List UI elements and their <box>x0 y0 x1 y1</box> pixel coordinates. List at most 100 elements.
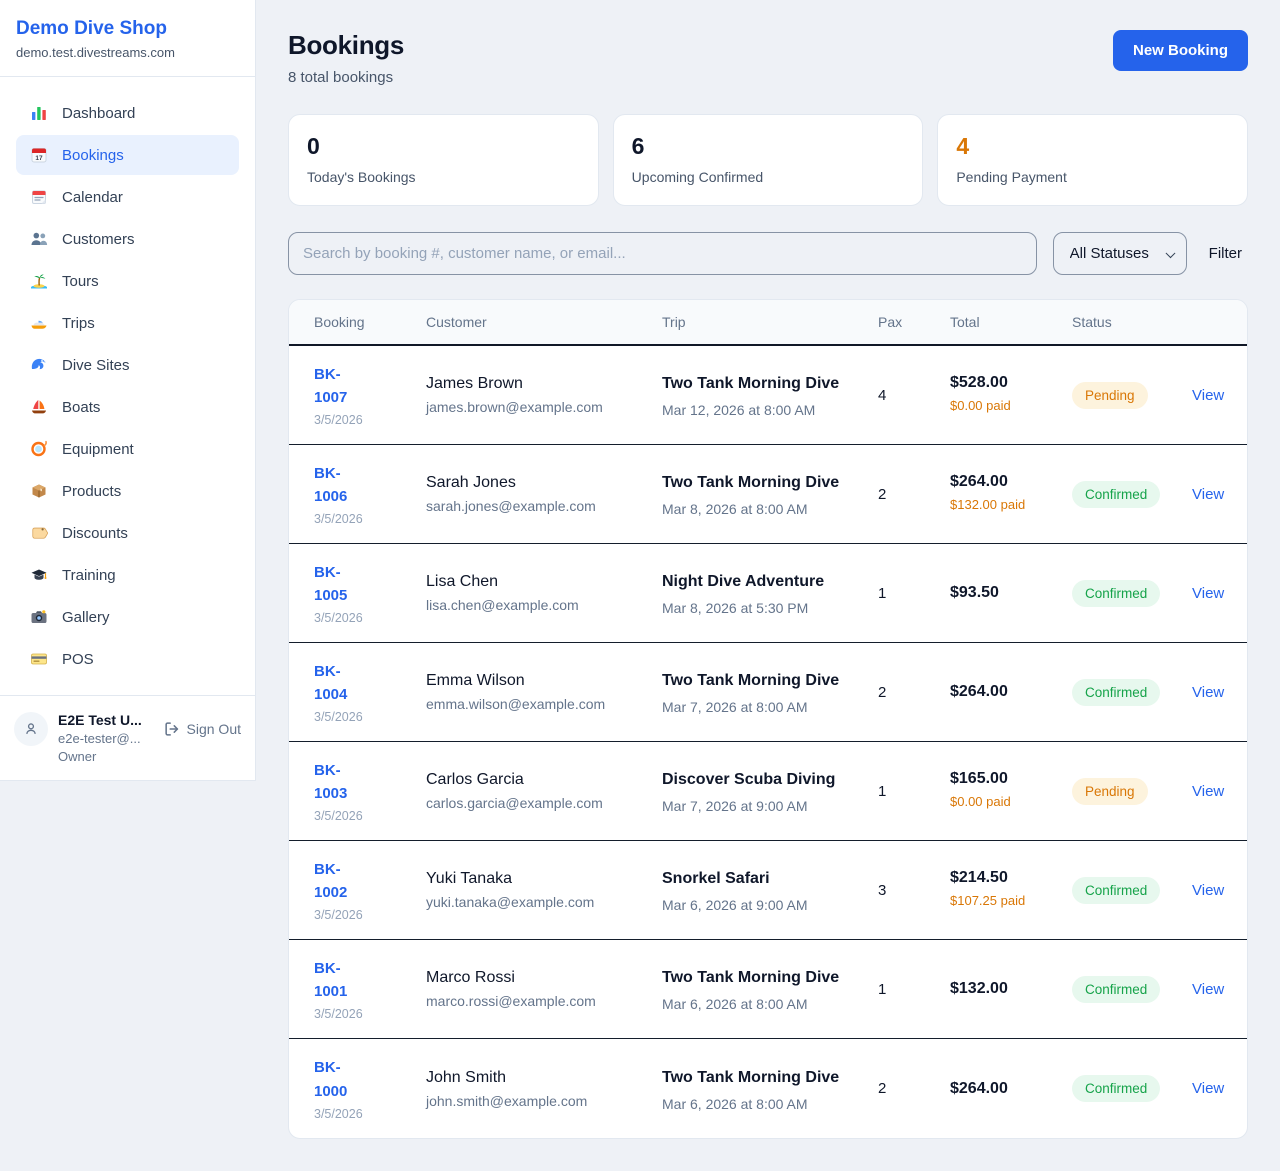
view-link[interactable]: View <box>1192 881 1225 899</box>
sidebar-item-dive-sites[interactable]: Dive Sites <box>16 345 239 385</box>
booking-date: 3/5/2026 <box>314 1007 363 1022</box>
trip-datetime: Mar 7, 2026 at 8:00 AM <box>662 699 808 715</box>
customer-email: marco.rossi@example.com <box>426 993 596 1009</box>
customer-name: Yuki Tanaka <box>426 870 512 887</box>
customer-name: Emma Wilson <box>426 672 525 689</box>
column-header-status: Status <box>1072 314 1112 330</box>
avatar <box>14 712 48 746</box>
view-link[interactable]: View <box>1192 782 1225 800</box>
booking-id-link[interactable]: BK-1004 <box>314 662 348 703</box>
sidebar-item-label: Discounts <box>62 524 128 542</box>
search-input[interactable] <box>288 232 1037 275</box>
stat-label: Upcoming Confirmed <box>631 169 764 185</box>
customer-email: john.smith@example.com <box>426 1092 588 1109</box>
sidebar-item-boats[interactable]: Boats <box>16 387 239 427</box>
camera-icon <box>30 608 48 626</box>
total-cell: $264.00 <box>950 683 1072 701</box>
customer-email: james.brown@example.com <box>426 399 603 415</box>
trip-datetime: Mar 8, 2026 at 5:30 PM <box>662 600 809 616</box>
sidebar-item-equipment[interactable]: Equipment <box>16 429 239 469</box>
total-cell: $264.00 <box>950 1080 1072 1098</box>
booking-id-link[interactable]: BK-1007 <box>314 365 348 406</box>
trip-cell: Snorkel Safari Mar 6, 2026 at 9:00 AM <box>662 867 878 913</box>
filter-button[interactable]: Filter <box>1208 245 1242 262</box>
sidebar-item-trips[interactable]: Trips <box>16 303 239 343</box>
speedboat-icon <box>30 314 48 332</box>
booking-id-link[interactable]: BK-1001 <box>314 959 348 1000</box>
booking-cell: BK-1007 3/5/2026 <box>314 363 426 428</box>
sidebar-item-gallery[interactable]: Gallery <box>16 597 239 637</box>
sidebar-item-label: POS <box>62 650 94 668</box>
sidebar: Demo Dive Shop demo.test.divestreams.com… <box>0 0 256 781</box>
total-amount: $93.50 <box>950 584 999 601</box>
customer-cell: Sarah Jones sarah.jones@example.com <box>426 474 662 514</box>
sidebar-item-products[interactable]: Products <box>16 471 239 511</box>
pax-value: 4 <box>878 386 887 404</box>
sailboat-icon <box>30 398 48 416</box>
booking-date: 3/5/2026 <box>314 710 363 725</box>
customer-cell: Yuki Tanaka yuki.tanaka@example.com <box>426 870 662 910</box>
table-row-bk-1004: BK-1004 3/5/2026 Emma Wilson emma.wilson@ex… <box>289 643 1247 742</box>
sidebar-item-calendar[interactable]: Calendar <box>16 177 239 217</box>
action-cell: View <box>1192 783 1224 800</box>
sidebar-item-label: Dashboard <box>62 104 136 122</box>
view-link[interactable]: View <box>1192 386 1225 404</box>
booking-cell: BK-1003 3/5/2026 <box>314 759 426 824</box>
view-link[interactable]: View <box>1192 485 1225 503</box>
sidebar-item-customers[interactable]: Customers <box>16 219 239 259</box>
total-cell: $528.00 $0.00 paid <box>950 374 1072 415</box>
view-link[interactable]: View <box>1192 584 1225 602</box>
status-badge: Pending <box>1072 381 1148 409</box>
sidebar-item-dashboard[interactable]: Dashboard <box>16 93 239 133</box>
customer-cell: Lisa Chen lisa.chen@example.com <box>426 573 662 613</box>
action-cell: View <box>1192 882 1224 899</box>
sidebar-header: Demo Dive Shop demo.test.divestreams.com <box>0 0 255 77</box>
status-badge: Confirmed <box>1072 975 1161 1003</box>
total-amount: $132.00 <box>950 980 1008 997</box>
pax-value: 2 <box>878 485 887 503</box>
island-icon <box>30 272 48 290</box>
customer-email: yuki.tanaka@example.com <box>426 894 595 910</box>
trip-cell: Discover Scuba Diving Mar 7, 2026 at 9:00… <box>662 768 878 814</box>
trip-name: Two Tank Morning Dive <box>662 672 840 689</box>
view-link[interactable]: View <box>1192 1080 1225 1097</box>
sidebar-item-discounts[interactable]: Discounts <box>16 513 239 553</box>
action-cell: View <box>1192 585 1224 602</box>
column-header-total: Total <box>950 314 980 330</box>
sidebar-item-label: Products <box>62 482 122 500</box>
sidebar-item-pos[interactable]: POS <box>16 639 239 679</box>
sidebar-item-bookings[interactable]: 17 Bookings <box>16 135 239 175</box>
tag-icon <box>30 524 48 542</box>
booking-id-link[interactable]: BK-1006 <box>314 464 348 505</box>
table-row-bk-1005: BK-1005 3/5/2026 Lisa Chen lisa.chen@exampl… <box>289 544 1247 643</box>
trip-name: Discover Scuba Diving <box>662 771 836 788</box>
customer-cell: James Brown james.brown@example.com <box>426 375 662 415</box>
booking-id-link[interactable]: BK-1005 <box>314 563 348 604</box>
bookings-table: Booking Customer Trip Pax Total Status BK-100… <box>288 299 1248 1139</box>
booking-id-link[interactable]: BK-1000 <box>314 1059 348 1100</box>
table-row-bk-1007: BK-1007 3/5/2026 James Brown james.brown@ex… <box>289 346 1247 445</box>
status-filter-select[interactable]: All Statuses <box>1052 232 1187 275</box>
pax-value: 1 <box>878 584 887 602</box>
trip-cell: Two Tank Morning Dive Mar 8, 2026 at 8:00… <box>662 471 878 517</box>
customer-name: John Smith <box>426 1068 507 1086</box>
total-cell: $93.50 <box>950 584 1072 602</box>
customer-email: emma.wilson@example.com <box>426 696 606 712</box>
new-booking-button[interactable]: New Booking <box>1112 30 1248 71</box>
view-link[interactable]: View <box>1192 683 1225 701</box>
sign-out-button[interactable]: Sign Out <box>163 712 241 738</box>
booking-id-link[interactable]: BK-1002 <box>314 860 348 901</box>
pax-value: 1 <box>878 782 887 800</box>
booking-id-link[interactable]: BK-1003 <box>314 761 348 802</box>
sidebar-item-tours[interactable]: Tours <box>16 261 239 301</box>
page-title: Bookings <box>288 30 405 60</box>
paid-amount: $132.00 paid <box>950 497 1026 513</box>
trip-datetime: Mar 7, 2026 at 9:00 AM <box>662 798 808 814</box>
pax-value: 3 <box>878 881 887 899</box>
view-link[interactable]: View <box>1192 980 1225 998</box>
trip-name: Two Tank Morning Dive <box>662 969 840 986</box>
stat-card-today-s-bookings: 0 Today's Bookings <box>288 114 599 206</box>
sidebar-item-training[interactable]: Training <box>16 555 239 595</box>
trip-name: Night Dive Adventure <box>662 573 825 590</box>
